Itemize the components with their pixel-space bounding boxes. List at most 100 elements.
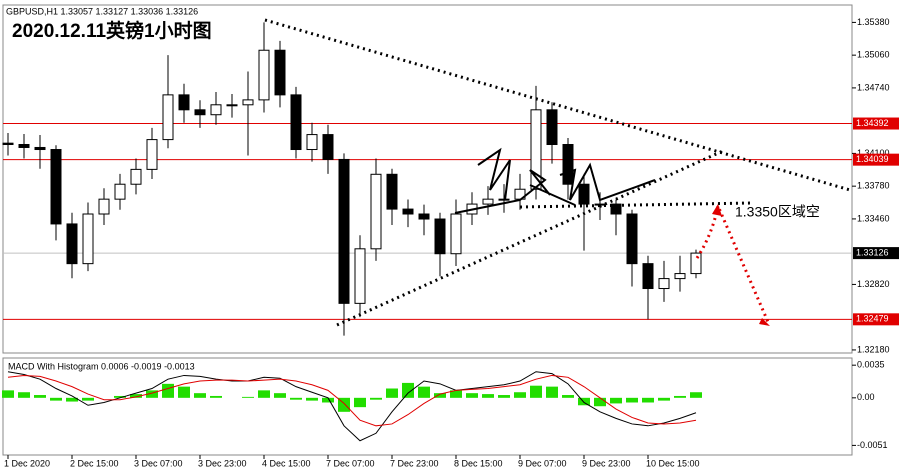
- x-tick-label: 9 Dec 23:00: [582, 458, 631, 468]
- candle-body: [562, 144, 574, 185]
- candle-body: [130, 168, 142, 185]
- macd-histogram-bar: [626, 397, 638, 403]
- candle-body: [354, 248, 366, 304]
- macd-histogram-bar: [50, 397, 62, 401]
- macd-histogram-bar: [290, 397, 302, 400]
- candle-body: [50, 149, 62, 225]
- y-tick-label: 1.35060: [857, 50, 890, 60]
- macd-histogram-bar: [258, 390, 270, 398]
- macd-histogram-bar: [594, 397, 606, 407]
- macd-histogram-bar: [514, 392, 526, 398]
- candle-body: [626, 213, 638, 265]
- x-tick-label: 3 Dec 07:00: [134, 458, 183, 468]
- level-label-box: [853, 153, 899, 166]
- candle-body: [82, 213, 94, 265]
- macd-histogram-bar: [2, 390, 14, 398]
- candle-body: [66, 223, 78, 265]
- candle-body: [434, 218, 446, 255]
- x-tick-label: 10 Dec 15:00: [646, 458, 700, 468]
- drawings: [264, 18, 851, 327]
- macd-histogram-bar: [466, 393, 478, 398]
- candle-body: [274, 49, 286, 96]
- macd-histogram-bar: [498, 395, 510, 398]
- candle-body: [194, 109, 206, 116]
- macd-histogram-bar: [66, 397, 78, 402]
- macd-histogram-bar: [482, 394, 494, 398]
- macd-histogram-bar: [34, 395, 46, 398]
- candle-body: [402, 208, 414, 215]
- macd-title: MACD With Histogram 0.0006 -0.0019 -0.00…: [8, 361, 195, 371]
- macd-histogram-bar: [354, 397, 366, 408]
- candle-body: [258, 49, 270, 101]
- candle-body: [498, 198, 510, 201]
- candle-body: [322, 134, 334, 160]
- macd-histogram-bar: [306, 397, 318, 401]
- y-tick-label: 1.32820: [857, 279, 890, 289]
- y-tick-label: 1.33460: [857, 213, 890, 223]
- macd-histogram-bar: [642, 397, 654, 403]
- macd-macd-line: [7, 371, 697, 442]
- candle-body: [226, 104, 238, 107]
- macd-histogram-bar: [322, 397, 334, 403]
- candle-body: [178, 94, 190, 111]
- y-tick-label: 1.34100: [857, 148, 890, 158]
- macd-histogram-bar: [418, 386, 430, 398]
- macd-histogram-bar: [546, 386, 558, 398]
- x-tick-label: 9 Dec 07:00: [518, 458, 567, 468]
- level-line: [519, 201, 753, 209]
- macd-histogram-bar: [674, 395, 686, 398]
- x-tick-label: 7 Dec 07:00: [326, 458, 375, 468]
- candle-body: [114, 183, 126, 200]
- x-tick-label: 8 Dec 15:00: [454, 458, 503, 468]
- candle-body: [242, 99, 254, 106]
- macd-signal-line: [7, 374, 697, 427]
- plot-layer: 1.35380 1.35060 1.34740 1.34100 1.33780 1.334…: [2, 17, 899, 468]
- level-label-box: [853, 313, 899, 326]
- candle-body: [530, 109, 542, 190]
- candle-body: [482, 198, 494, 205]
- macd-histogram-bar: [82, 397, 94, 401]
- macd-histogram-bar: [130, 394, 142, 398]
- y-tick-label: 1.33780: [857, 181, 890, 191]
- candle-body: [386, 173, 398, 210]
- level-label: 1.32479: [856, 314, 889, 324]
- x-tick-label: 4 Dec 15:00: [262, 458, 311, 468]
- level-label: 1.34392: [856, 118, 889, 128]
- forecast-arrow: [695, 201, 770, 323]
- macd-histogram-bar: [114, 395, 126, 398]
- x-tick-label: 1 Dec 2020: [4, 458, 50, 468]
- macd-histogram-bar: [530, 385, 542, 398]
- candle-body: [674, 273, 686, 280]
- macd-histogram-bar: [610, 397, 622, 404]
- macd-histogram-bar: [18, 392, 30, 398]
- candle-body: [450, 213, 462, 255]
- chart-title: 2020.12.11英镑1小时图: [12, 19, 212, 42]
- level-label-box: [853, 117, 899, 130]
- arrow-head: [759, 318, 770, 326]
- macd-histogram-bar: [242, 396, 254, 398]
- annotation: 1.3350区域空: [735, 204, 820, 220]
- x-tick-label: 3 Dec 23:00: [198, 458, 247, 468]
- macd-histogram-bar: [210, 395, 222, 398]
- candle-body: [2, 142, 14, 146]
- level-label: 1.34039: [856, 154, 889, 164]
- x-tick-label: 7 Dec 23:00: [390, 458, 439, 468]
- y-tick-label: 1.34740: [857, 82, 890, 92]
- candle-body: [146, 139, 158, 170]
- candle-body: [210, 104, 222, 116]
- macd-histogram-bar: [690, 392, 702, 398]
- macd-histogram-bar: [450, 390, 462, 398]
- x-tick-label: 2 Dec 15:00: [70, 458, 119, 468]
- macd-y-tick-label: -0.0051: [857, 440, 888, 450]
- macd-histogram-bar: [562, 395, 574, 398]
- macd-histogram-bar: [178, 386, 190, 398]
- candle-body: [642, 263, 654, 290]
- current-price-box: [853, 247, 899, 260]
- candle-body: [370, 173, 382, 250]
- candle-body: [98, 198, 110, 215]
- candle-body: [162, 94, 174, 141]
- macd-histogram-bar: [146, 390, 158, 398]
- macd-histogram-bar: [194, 393, 206, 398]
- signature: [454, 147, 656, 214]
